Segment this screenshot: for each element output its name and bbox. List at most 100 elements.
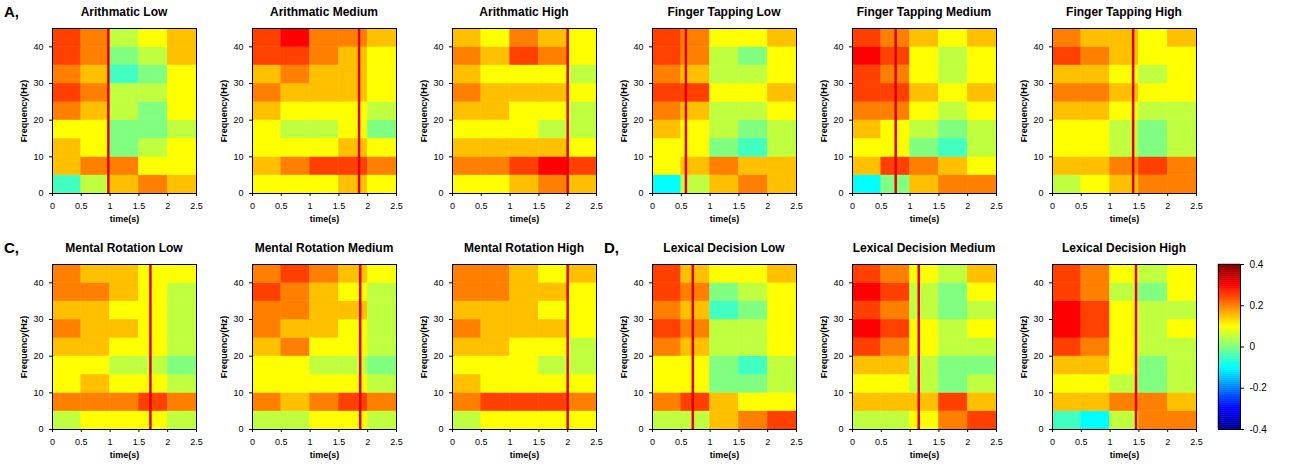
svg-text:1: 1 — [508, 437, 513, 447]
svg-text:20: 20 — [633, 115, 643, 125]
svg-text:40: 40 — [633, 42, 643, 52]
svg-text:1.5: 1.5 — [1133, 201, 1146, 211]
svg-text:0: 0 — [250, 437, 255, 447]
svg-text:2: 2 — [965, 437, 970, 447]
svg-text:0: 0 — [38, 424, 43, 434]
svg-text:2.5: 2.5 — [190, 437, 203, 447]
svg-text:20: 20 — [1033, 351, 1043, 361]
svg-text:30: 30 — [833, 78, 843, 88]
svg-text:0.5: 0.5 — [1075, 437, 1088, 447]
svg-text:time(s): time(s) — [110, 214, 140, 224]
svg-text:1: 1 — [508, 201, 513, 211]
svg-text:time(s): time(s) — [710, 450, 740, 460]
svg-text:1: 1 — [1108, 437, 1113, 447]
svg-text:0: 0 — [838, 188, 843, 198]
svg-text:Frequency(Hz): Frequency(Hz) — [819, 316, 829, 379]
svg-text:10: 10 — [33, 388, 43, 398]
svg-text:time(s): time(s) — [1110, 450, 1140, 460]
svg-text:0.5: 0.5 — [675, 201, 688, 211]
svg-text:2: 2 — [1165, 201, 1170, 211]
svg-text:-0.4: -0.4 — [1250, 424, 1268, 435]
svg-text:30: 30 — [833, 314, 843, 324]
svg-text:1.5: 1.5 — [533, 201, 546, 211]
svg-text:0: 0 — [438, 188, 443, 198]
svg-text:40: 40 — [433, 42, 443, 52]
svg-text:Frequency(Hz): Frequency(Hz) — [1019, 316, 1029, 379]
svg-text:40: 40 — [233, 278, 243, 288]
svg-text:time(s): time(s) — [310, 214, 340, 224]
svg-text:1: 1 — [908, 437, 913, 447]
svg-text:20: 20 — [233, 115, 243, 125]
svg-text:0: 0 — [1050, 201, 1055, 211]
svg-text:10: 10 — [833, 388, 843, 398]
svg-text:40: 40 — [33, 42, 43, 52]
svg-text:2.5: 2.5 — [190, 201, 203, 211]
svg-text:2.5: 2.5 — [990, 201, 1003, 211]
svg-text:Frequency(Hz): Frequency(Hz) — [19, 80, 29, 143]
svg-text:30: 30 — [1033, 314, 1043, 324]
svg-text:time(s): time(s) — [1110, 214, 1140, 224]
svg-text:1.5: 1.5 — [733, 437, 746, 447]
svg-text:0.5: 0.5 — [75, 437, 88, 447]
svg-text:0.4: 0.4 — [1250, 259, 1264, 270]
svg-text:0: 0 — [38, 188, 43, 198]
svg-text:40: 40 — [833, 278, 843, 288]
svg-text:time(s): time(s) — [310, 450, 340, 460]
svg-text:1.5: 1.5 — [133, 201, 146, 211]
svg-text:10: 10 — [1033, 152, 1043, 162]
svg-text:1.5: 1.5 — [1133, 437, 1146, 447]
svg-text:0: 0 — [1250, 341, 1256, 352]
svg-text:1: 1 — [908, 201, 913, 211]
svg-text:Frequency(Hz): Frequency(Hz) — [219, 80, 229, 143]
svg-text:2: 2 — [165, 201, 170, 211]
svg-text:time(s): time(s) — [910, 214, 940, 224]
svg-text:Frequency(Hz): Frequency(Hz) — [419, 316, 429, 379]
svg-text:20: 20 — [33, 115, 43, 125]
svg-text:2.5: 2.5 — [590, 437, 603, 447]
svg-text:30: 30 — [433, 314, 443, 324]
svg-text:20: 20 — [833, 115, 843, 125]
svg-text:2: 2 — [165, 437, 170, 447]
svg-text:1.5: 1.5 — [333, 437, 346, 447]
svg-text:20: 20 — [433, 351, 443, 361]
svg-text:10: 10 — [633, 152, 643, 162]
svg-text:30: 30 — [233, 314, 243, 324]
svg-text:0: 0 — [650, 201, 655, 211]
svg-text:0: 0 — [638, 424, 643, 434]
svg-text:time(s): time(s) — [510, 450, 540, 460]
svg-text:0.5: 0.5 — [475, 201, 488, 211]
svg-text:10: 10 — [233, 152, 243, 162]
svg-text:time(s): time(s) — [510, 214, 540, 224]
svg-text:30: 30 — [33, 314, 43, 324]
svg-text:40: 40 — [633, 278, 643, 288]
svg-text:10: 10 — [633, 388, 643, 398]
svg-text:0.2: 0.2 — [1250, 300, 1264, 311]
svg-text:0: 0 — [238, 188, 243, 198]
svg-text:0.5: 0.5 — [675, 437, 688, 447]
svg-text:1: 1 — [108, 201, 113, 211]
svg-text:1: 1 — [708, 437, 713, 447]
svg-text:0: 0 — [638, 188, 643, 198]
svg-text:10: 10 — [833, 152, 843, 162]
svg-text:30: 30 — [33, 78, 43, 88]
svg-text:1: 1 — [708, 201, 713, 211]
svg-text:30: 30 — [433, 78, 443, 88]
svg-text:2: 2 — [565, 201, 570, 211]
svg-text:20: 20 — [233, 351, 243, 361]
svg-text:2: 2 — [965, 201, 970, 211]
svg-text:0.5: 0.5 — [475, 437, 488, 447]
svg-text:0: 0 — [50, 437, 55, 447]
svg-text:1: 1 — [1108, 201, 1113, 211]
svg-text:2: 2 — [365, 201, 370, 211]
svg-text:2.5: 2.5 — [390, 201, 403, 211]
svg-text:2.5: 2.5 — [990, 437, 1003, 447]
svg-text:1.5: 1.5 — [133, 437, 146, 447]
svg-text:2: 2 — [1165, 437, 1170, 447]
svg-text:Frequency(Hz): Frequency(Hz) — [1019, 80, 1029, 143]
svg-text:30: 30 — [1033, 78, 1043, 88]
svg-text:0: 0 — [1050, 437, 1055, 447]
svg-text:2.5: 2.5 — [1190, 437, 1203, 447]
svg-text:20: 20 — [433, 115, 443, 125]
svg-text:1.5: 1.5 — [333, 201, 346, 211]
svg-text:0.5: 0.5 — [1075, 201, 1088, 211]
